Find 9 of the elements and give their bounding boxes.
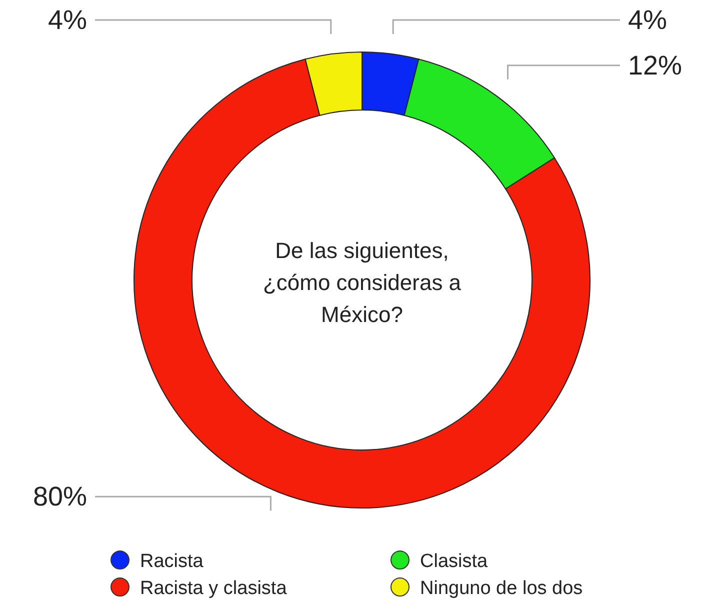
data-label: 12% [628,50,682,80]
text: De las siguientes, ¿cómo consideras a México? [262,238,462,327]
data-label: 4% [48,4,87,35]
data-label: 80% [32,482,87,512]
legend-label: Racista [140,551,204,572]
legend-label: Racista y clasista [140,578,288,599]
data-label: 4% [628,4,668,35]
legend-label: Clasista [420,551,488,572]
legend-label: Ninguno de los dos [420,578,583,599]
